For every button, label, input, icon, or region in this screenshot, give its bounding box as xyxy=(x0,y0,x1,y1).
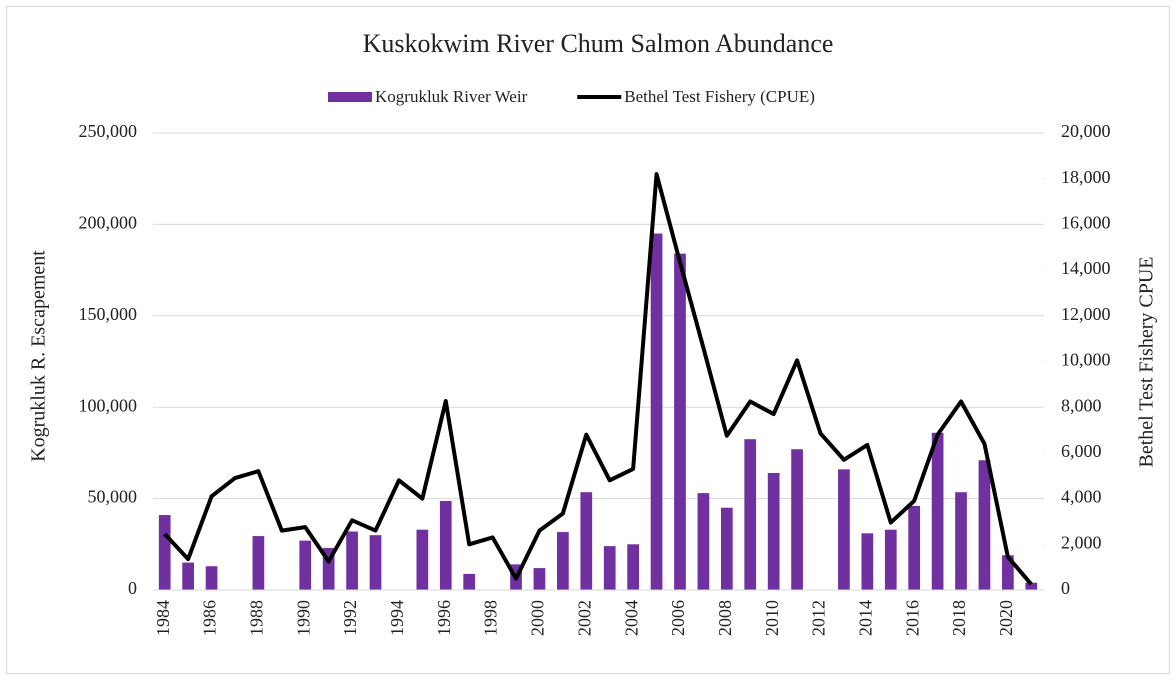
bar xyxy=(182,562,194,590)
bar xyxy=(1025,582,1038,590)
x-tick-label: 1996 xyxy=(434,600,454,636)
bar xyxy=(838,469,850,590)
legend-label: Kogrukluk River Weir xyxy=(375,87,528,106)
bar xyxy=(650,233,663,591)
x-tick-label: 2002 xyxy=(574,600,594,636)
x-tick-label: 1994 xyxy=(387,600,407,636)
x-tick-label: 2018 xyxy=(949,600,969,636)
bar xyxy=(861,533,874,590)
bar xyxy=(1002,555,1014,590)
bar xyxy=(697,493,710,590)
bar xyxy=(978,460,991,590)
y-tick-label: 250,000 xyxy=(79,121,138,141)
y2-tick-label: 4,000 xyxy=(1061,487,1102,507)
bar xyxy=(955,492,967,590)
y2-tick-label: 18,000 xyxy=(1061,167,1111,187)
x-tick-label: 1990 xyxy=(293,600,313,636)
x-tick-label: 2020 xyxy=(996,600,1016,636)
bar xyxy=(791,449,803,590)
x-tick-label: 2000 xyxy=(528,600,548,636)
x-tick-label: 2012 xyxy=(809,600,829,636)
y2-tick-label: 6,000 xyxy=(1061,441,1102,461)
y2-tick-label: 14,000 xyxy=(1061,258,1111,278)
y-tick-label: 150,000 xyxy=(79,304,138,324)
y-axis-label: Kogrukluk R. Escapement xyxy=(28,250,50,462)
bar xyxy=(439,500,452,590)
bar xyxy=(603,546,616,590)
y2-tick-label: 0 xyxy=(1061,578,1070,598)
bar xyxy=(931,432,944,590)
bar xyxy=(767,473,780,590)
bar xyxy=(463,573,476,590)
y2-tick-label: 20,000 xyxy=(1061,121,1111,141)
x-tick-label: 1986 xyxy=(200,600,220,636)
bar xyxy=(908,505,921,590)
bar xyxy=(720,507,733,590)
bar xyxy=(674,253,686,590)
bar xyxy=(322,547,335,590)
x-tick-label: 2016 xyxy=(902,600,922,636)
bar xyxy=(205,566,218,590)
x-tick-label: 2014 xyxy=(855,600,875,636)
y-tick-label: 200,000 xyxy=(79,213,138,233)
bar xyxy=(299,540,312,590)
bar xyxy=(580,492,593,590)
legend-label: Bethel Test Fishery (CPUE) xyxy=(624,87,815,106)
x-tick-label: 1998 xyxy=(481,600,501,636)
y2-tick-label: 10,000 xyxy=(1061,350,1111,370)
bar xyxy=(252,536,265,590)
bar xyxy=(627,544,639,590)
y2-axis-label: Bethel Test Fishery CPUE xyxy=(1136,256,1158,467)
chart-title: Kuskokwim River Chum Salmon Abundance xyxy=(363,29,834,58)
bar xyxy=(744,439,757,590)
bar xyxy=(884,529,897,590)
bar xyxy=(416,529,429,590)
y-tick-label: 100,000 xyxy=(79,395,138,415)
bar xyxy=(533,568,546,590)
line xyxy=(163,172,1033,586)
x-tick-label: 2008 xyxy=(715,600,735,636)
bar xyxy=(346,531,358,590)
y-tick-label: 0 xyxy=(128,578,137,598)
x-tick-label: 1988 xyxy=(247,600,267,636)
bar xyxy=(158,515,171,590)
legend-swatch xyxy=(328,92,372,102)
y-tick-label: 50,000 xyxy=(88,487,138,507)
bar xyxy=(369,535,382,590)
y2-tick-label: 16,000 xyxy=(1061,213,1111,233)
x-tick-label: 2006 xyxy=(668,600,688,636)
bar xyxy=(557,532,569,590)
y2-tick-label: 2,000 xyxy=(1061,532,1102,552)
y2-tick-label: 8,000 xyxy=(1061,395,1102,415)
x-tick-label: 1984 xyxy=(153,600,173,636)
y2-tick-label: 12,000 xyxy=(1061,304,1111,324)
x-tick-label: 2010 xyxy=(762,600,782,636)
x-tick-label: 1992 xyxy=(340,600,360,636)
x-tick-label: 2004 xyxy=(621,600,641,636)
